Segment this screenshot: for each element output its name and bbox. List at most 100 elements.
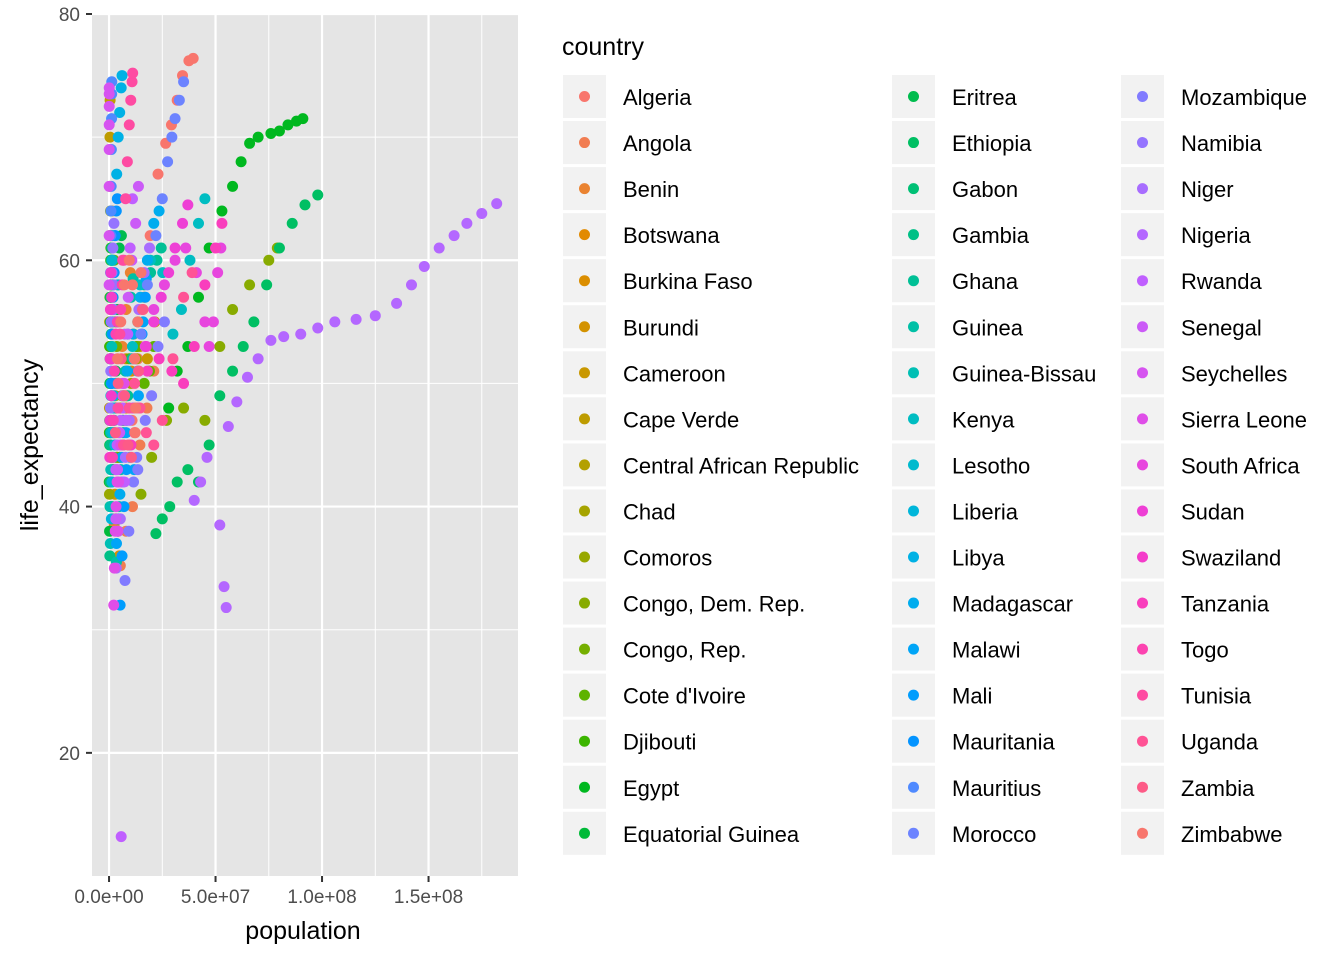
data-point [141,279,153,291]
data-point [199,316,211,328]
data-point [114,488,126,500]
legend-label: Namibia [1181,131,1262,156]
data-point [418,260,430,272]
data-point [152,340,164,352]
data-point [152,168,164,180]
data-point [188,494,200,506]
legend-key-dot [1137,183,1148,195]
legend-item: Kenya [892,397,1015,441]
data-point [132,365,144,377]
legend-label: Gambia [952,223,1030,248]
data-point [140,427,152,439]
data-point [114,328,126,340]
data-point [214,519,226,531]
legend-item: Eritrea [892,75,1018,118]
legend-key-dot [1137,643,1148,655]
data-point [112,402,124,414]
data-point [108,217,120,229]
data-point [110,538,122,550]
data-point [265,127,277,139]
legend-item: Comoros [563,535,712,579]
minor-gridlines [92,14,518,876]
x-tick-label: 1.0e+08 [287,887,356,908]
data-point [119,390,131,402]
legend-item: Gambia [892,213,1030,257]
data-point [112,353,124,365]
data-point [126,76,138,88]
legend-key-dot [1137,689,1148,701]
legend-item: Benin [563,167,679,211]
y-tick-label: 80 [59,5,80,26]
data-point [203,439,215,451]
legend-item: Mozambique [1121,75,1307,118]
data-point [129,427,141,439]
data-point [135,267,147,279]
legend-key-dot [908,229,919,241]
series-ethiopia [150,189,324,540]
data-point [261,279,273,291]
data-point [158,316,170,328]
data-point [111,168,123,180]
data-point [108,599,120,611]
legend-label: Sudan [1181,499,1245,524]
data-point [350,313,362,325]
legend-key-dot [579,551,590,563]
legend-label: South Africa [1181,453,1300,478]
legend-label: Equatorial Guinea [623,822,800,847]
data-point [235,156,247,168]
data-point [312,189,324,201]
data-point [150,230,162,242]
legend-key-dot [908,183,919,195]
series-zimbabwe [112,254,147,439]
legend-item: Gabon [892,167,1018,211]
data-point [158,279,170,291]
legend-key-dot [1137,459,1148,471]
data-point [369,310,381,322]
legend-label: Lesotho [952,453,1030,478]
plot-panel [92,14,518,876]
data-point [222,421,234,433]
legend-item: Mali [892,673,992,717]
y-tick-label: 20 [59,744,80,765]
legend-label: Burkina Faso [623,269,753,294]
data-point [312,322,324,334]
legend-item: Guinea-Bissau [892,351,1096,395]
data-point [120,193,132,205]
data-point [144,242,156,254]
legend-key-dot [579,459,590,471]
legend-key-dot [579,367,590,379]
data-point [132,390,144,402]
data-point [121,464,133,476]
data-point [129,377,141,389]
legend-key-dot [1137,275,1148,287]
data-point [177,217,189,229]
data-point [182,199,194,211]
data-point [108,562,120,574]
data-point [214,340,226,352]
data-point [106,254,118,266]
data-point [125,451,137,463]
data-point [106,451,118,463]
data-point [175,304,187,316]
legend-label: Mali [952,684,992,709]
data-point [299,199,311,211]
legend-label: Egypt [623,776,679,801]
legend-key-dot [908,91,919,102]
legend-key-dot [908,827,919,839]
data-point [163,267,175,279]
legend-key-dot [908,643,919,655]
data-point [141,353,153,365]
legend-label: Seychelles [1181,361,1287,386]
data-point [122,291,134,303]
data-point [227,304,239,316]
data-point [110,501,122,513]
legend-label: Angola [623,131,692,156]
legend-item: Congo, Rep. [563,627,747,671]
legend-label: Libya [952,546,1005,571]
data-point [212,267,224,279]
data-point [105,390,117,402]
legend-key-dot [579,689,590,701]
data-point [220,602,232,614]
data-point [167,328,179,340]
